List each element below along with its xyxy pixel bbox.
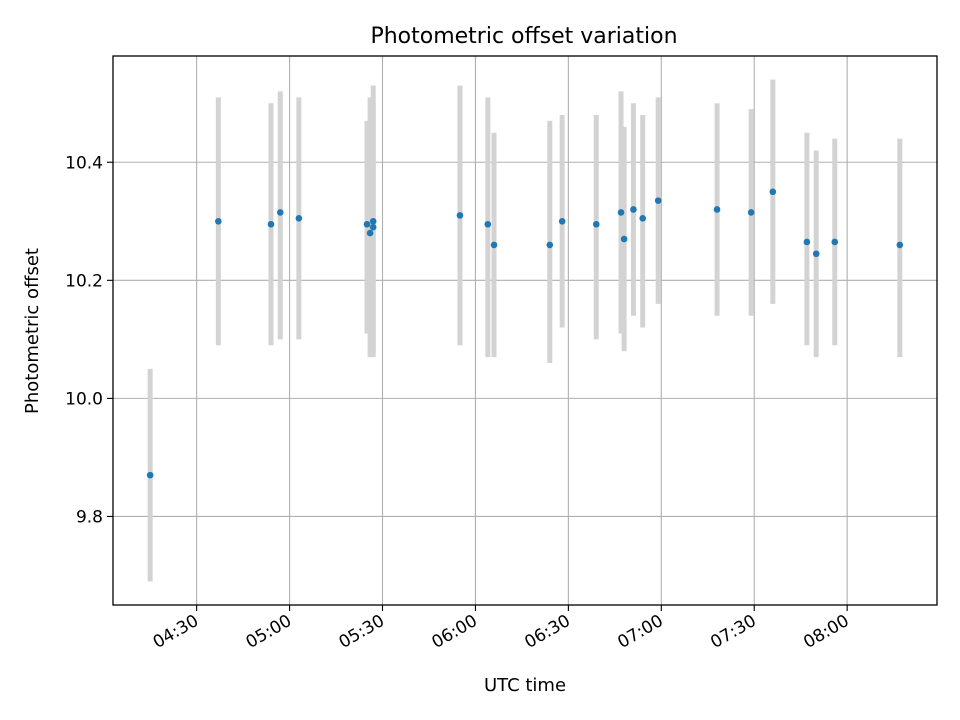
x-tick-label: 04:30 <box>150 611 202 653</box>
data-point <box>546 241 554 249</box>
data-point <box>490 241 498 249</box>
data-point <box>484 220 492 228</box>
data-point <box>456 212 464 219</box>
data-point <box>276 209 284 216</box>
data-point <box>369 217 377 225</box>
data-point <box>295 215 303 222</box>
errorbars <box>147 79 903 582</box>
grid <box>113 56 937 605</box>
x-tick-label: 07:30 <box>707 611 759 653</box>
y-tick-label: 10.4 <box>65 153 103 173</box>
data-point <box>639 215 647 222</box>
x-axis: 04:30 05:00 05:30 06:00 06:30 07:00 07:30 08:00 <box>150 605 853 653</box>
data-point <box>369 223 377 231</box>
data-point <box>558 217 566 225</box>
data-point <box>366 229 374 237</box>
data-point <box>267 220 275 228</box>
data-point <box>803 238 811 246</box>
data-point <box>620 235 628 243</box>
y-tick-label: 9.8 <box>76 507 103 527</box>
data-point <box>215 217 222 225</box>
chart-title: Photometric offset variation <box>370 24 677 49</box>
y-tick-label: 10.2 <box>65 271 103 291</box>
data-point <box>617 209 625 216</box>
data-point <box>831 238 839 246</box>
y-axis-label: Photometric offset <box>22 248 43 414</box>
data-point <box>769 188 777 196</box>
plot-frame <box>112 55 938 606</box>
y-axis: 9.8 10.0 10.2 10.4 <box>65 153 113 527</box>
x-axis-label: UTC time <box>484 675 566 696</box>
x-tick-label: 07:00 <box>614 611 666 653</box>
data-point <box>592 220 600 228</box>
data-point <box>654 197 662 204</box>
x-tick-label: 06:30 <box>521 611 573 653</box>
data-point <box>747 209 755 216</box>
data-point <box>812 250 820 258</box>
data-point <box>146 471 154 479</box>
data-point <box>363 220 371 228</box>
data-point <box>896 241 904 249</box>
y-tick-label: 10.0 <box>65 389 103 409</box>
x-tick-label: 05:30 <box>336 611 388 653</box>
x-tick-label: 05:00 <box>243 611 295 653</box>
data-point <box>630 206 637 213</box>
x-tick-label: 06:00 <box>429 611 481 653</box>
x-tick-label: 08:00 <box>800 611 852 653</box>
data-point <box>713 206 721 213</box>
data-points <box>146 188 904 479</box>
